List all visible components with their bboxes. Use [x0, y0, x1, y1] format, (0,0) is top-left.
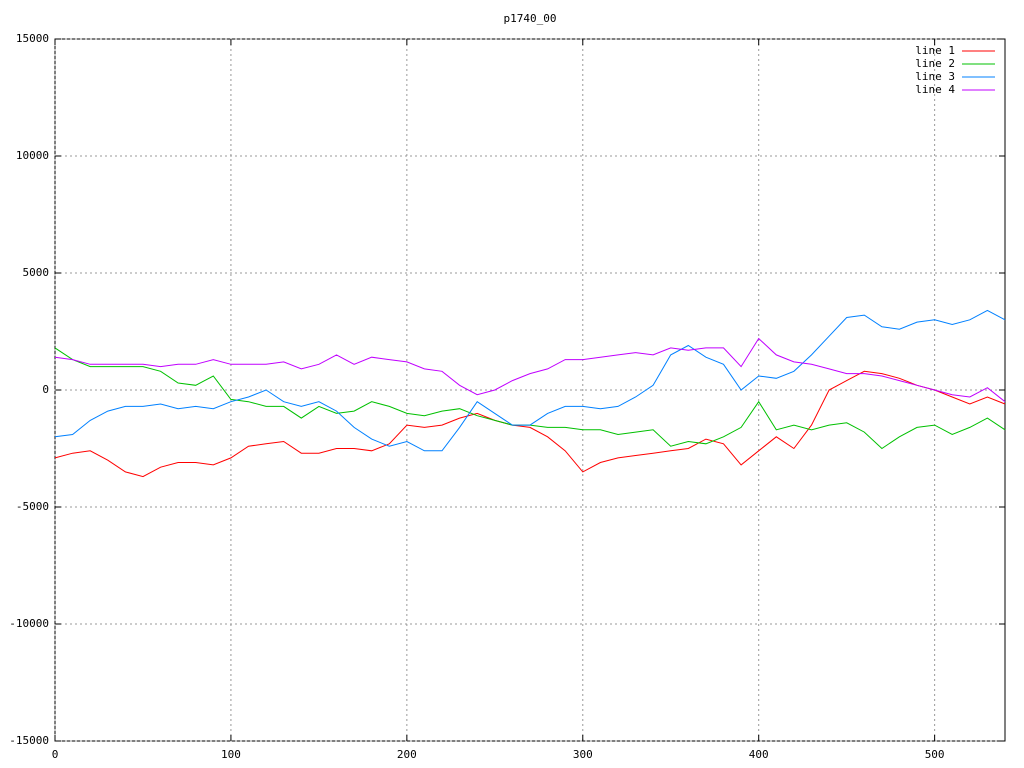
- y-tick-label: -5000: [16, 500, 49, 513]
- y-tick-label: -15000: [9, 734, 49, 747]
- x-tick-label: 0: [52, 748, 59, 761]
- y-tick-label: -10000: [9, 617, 49, 630]
- x-tick-label: 400: [749, 748, 769, 761]
- x-tick-label: 300: [573, 748, 593, 761]
- legend-label: line 1: [915, 44, 955, 57]
- chart-title: p1740_00: [504, 12, 557, 25]
- data-line: [54, 347, 1006, 450]
- data-line: [54, 337, 1006, 403]
- data-line: [54, 309, 1006, 452]
- y-tick-label: 10000: [16, 149, 49, 162]
- y-tick-label: 5000: [23, 266, 50, 279]
- legend-label: line 3: [915, 70, 955, 83]
- legend-label: line 4: [915, 83, 955, 96]
- y-tick-label: 0: [42, 383, 49, 396]
- x-tick-label: 200: [397, 748, 417, 761]
- x-tick-label: 500: [925, 748, 945, 761]
- legend-label: line 2: [915, 57, 955, 70]
- x-tick-label: 100: [221, 748, 241, 761]
- data-line: [54, 370, 1006, 478]
- y-tick-label: 15000: [16, 32, 49, 45]
